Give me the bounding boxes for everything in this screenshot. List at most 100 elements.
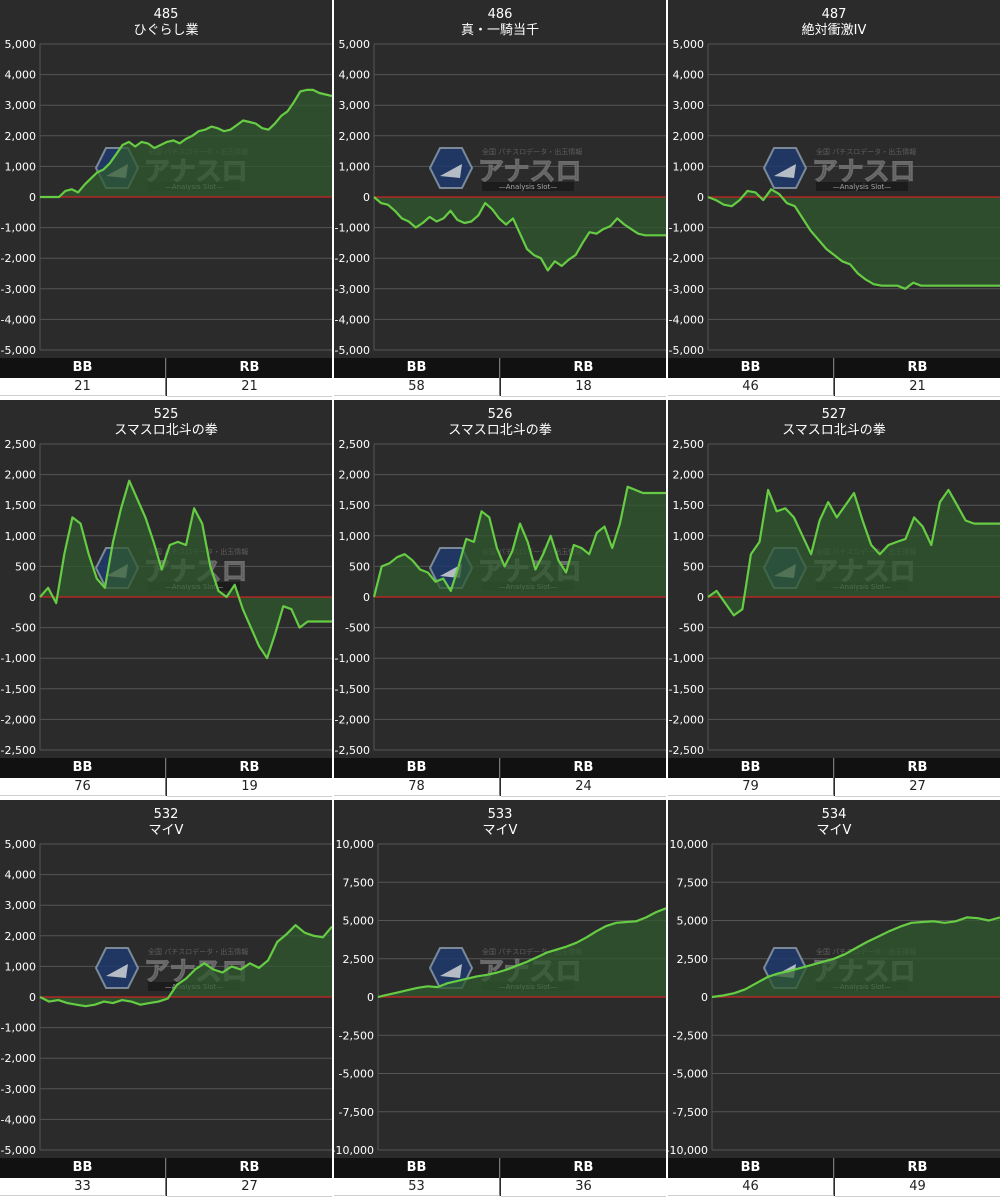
bb-header: BB [668,358,834,378]
y-tick-label: -2,000 [335,252,370,265]
rb-count: 36 [501,1178,666,1197]
chart-number: 526 [488,407,513,422]
y-tick-label: 3,000 [5,99,37,112]
series-area [40,925,332,1007]
y-tick-label: 0 [29,191,36,204]
bb-header: BB [0,358,166,378]
rb-header: RB [167,1158,332,1178]
series-line [40,88,332,199]
bb-count: 46 [668,378,834,396]
y-tick-label: -5,000 [673,1068,708,1081]
bb-header: BB [668,758,834,778]
chart-panel-527: 527 スマスロ北斗の拳 2,500 2,000 1,500 1,000 500 0 -500 -… [668,400,1000,797]
chart-number: 525 [154,407,179,422]
chart-number: 486 [488,7,513,22]
series-area [378,908,666,997]
y-tick-label: 1,000 [339,160,371,173]
y-tick-label: -3,000 [1,1083,36,1096]
bb-count: 79 [668,778,834,796]
chart-title: マイV [483,823,518,838]
y-tick-label: 3,000 [673,99,705,112]
watermark-subtitle: —Analysis Slot— [499,183,557,191]
y-tick-label: 1,000 [5,160,37,173]
rb-header: RB [167,758,332,778]
y-tick-label: -10,000 [668,1144,708,1157]
y-tick-label: 0 [367,991,374,1004]
watermark-tagline: 全国 パチスロデータ・出玉情報 [482,547,582,556]
series-line [707,188,1000,290]
y-tick-label: 0 [29,591,36,604]
chart-number: 527 [822,407,847,422]
chart-title: マイV [149,823,184,838]
y-tick-label: -2,500 [1,744,36,757]
y-tick-label: -2,500 [339,1029,374,1042]
series-area [712,917,1000,997]
y-tick-label: 0 [697,191,704,204]
y-tick-label: 0 [697,591,704,604]
bonus-stats: BB RB 76 19 [0,758,332,797]
rb-header: RB [501,1158,666,1178]
y-tick-label: 5,000 [677,915,709,928]
y-tick-label: 4,000 [339,69,371,82]
y-tick-label: 3,000 [339,99,371,112]
chart-panel-486: 486 真・一騎当千 5,000 4,000 3,000 2,000 1,000 0 -1,00… [334,0,666,397]
bonus-stats: BB RB 46 21 [668,358,1000,397]
bb-header: BB [668,1158,834,1178]
chart-title: ひぐらし業 [133,22,198,38]
y-tick-label: -500 [11,622,36,635]
series-line [711,916,1000,999]
y-tick-label: 2,500 [343,953,375,966]
y-tick-label: -500 [345,622,370,635]
y-tick-label: 1,500 [339,499,371,512]
rb-count: 27 [835,778,1000,797]
rb-count: 21 [167,378,332,397]
y-tick-label: 2,000 [673,130,705,143]
chart-number: 485 [154,7,179,22]
y-tick-label: -5,000 [669,344,704,357]
series-area [708,189,1000,289]
rb-header: RB [167,358,332,378]
y-tick-label: 5,000 [343,915,375,928]
chart-number: 487 [822,7,847,22]
series-line [39,479,332,660]
y-tick-label: -2,000 [669,713,704,726]
rb-count: 21 [835,378,1000,397]
chart-title: スマスロ北斗の拳 [114,422,218,438]
y-tick-label: 5,000 [5,38,37,51]
y-tick-label: -3,000 [669,283,704,296]
rb-count: 24 [501,778,666,797]
y-tick-label: 500 [683,560,704,573]
y-tick-label: -4,000 [669,313,704,326]
bonus-stats: BB RB 33 27 [0,1158,332,1197]
y-tick-label: -1,000 [669,652,704,665]
rb-header: RB [835,758,1000,778]
bb-count: 58 [334,378,500,396]
chart-title: 絶対衝激IV [802,22,867,38]
y-tick-label: 0 [363,591,370,604]
chart-number: 534 [822,807,847,822]
y-tick-label: -2,000 [1,252,36,265]
y-tick-label: -2,500 [335,744,370,757]
series-area [374,486,666,597]
bb-header: BB [0,1158,166,1178]
y-tick-label: -1,000 [335,222,370,235]
rb-count: 49 [835,1178,1000,1197]
y-tick-label: -7,500 [673,1106,708,1119]
y-tick-label: 1,000 [673,530,705,543]
y-tick-label: -1,500 [335,683,370,696]
y-tick-label: 1,500 [5,499,37,512]
y-tick-label: 2,500 [673,438,705,451]
y-tick-label: -2,000 [669,252,704,265]
y-tick-label: -1,500 [669,683,704,696]
y-tick-label: 500 [349,560,370,573]
y-tick-label: 2,000 [5,930,37,943]
